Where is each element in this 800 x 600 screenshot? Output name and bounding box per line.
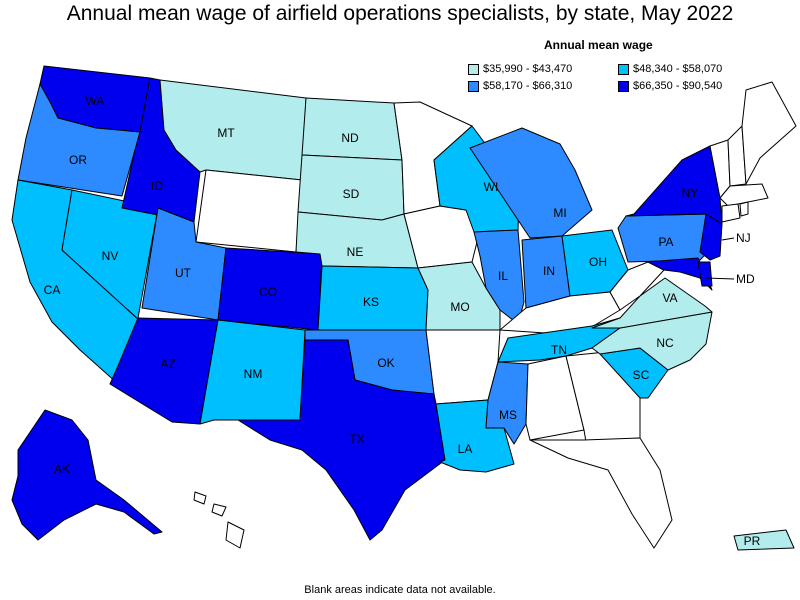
state-label-nm: NM <box>244 367 263 381</box>
state-fl <box>529 437 673 549</box>
state-label-pr: PR <box>744 534 761 548</box>
legend-label: $66,350 - $90,540 <box>633 80 723 92</box>
state-ms <box>485 361 529 445</box>
state-label-ak: AK <box>54 462 70 476</box>
state-ak <box>11 409 163 541</box>
state-nd <box>301 97 403 161</box>
state-label-ok: OK <box>377 356 394 370</box>
state-label-mi: MI <box>553 206 566 220</box>
state-mo <box>417 261 501 331</box>
state-ri <box>739 201 749 217</box>
legend-swatch <box>468 80 479 92</box>
state-label-co: CO <box>259 285 277 299</box>
legend-label: $48,340 - $58,070 <box>633 63 723 75</box>
state-label-ks: KS <box>363 295 379 309</box>
state-label-va: VA <box>662 291 677 305</box>
legend-item: $58,170 - $66,310 <box>468 80 618 92</box>
callout-line-md <box>705 277 735 280</box>
legend-swatch <box>618 63 629 75</box>
state-label-nc: NC <box>656 336 674 350</box>
state-label-az: AZ <box>160 357 175 371</box>
state-label-wa: WA <box>86 94 105 108</box>
state-label-nv: NV <box>102 249 119 263</box>
state-label-in: IN <box>543 264 555 278</box>
state-label-or: OR <box>69 153 87 167</box>
state-mi <box>469 127 593 239</box>
state-de <box>697 261 713 287</box>
legend-swatch <box>618 80 629 92</box>
state-label-sd: SD <box>343 187 360 201</box>
map-title: Annual mean wage of airfield operations … <box>66 2 734 25</box>
legend-label: $58,170 - $66,310 <box>483 80 573 92</box>
state-hi <box>193 491 245 549</box>
legend-title: Annual mean wage <box>544 38 653 52</box>
legend-item: $66,350 - $90,540 <box>618 80 768 92</box>
state-label-ut: UT <box>175 266 192 280</box>
state-nj <box>699 213 723 261</box>
state-label-sc: SC <box>633 368 650 382</box>
state-label-il: IL <box>498 269 508 283</box>
state-label-nd: ND <box>341 131 359 145</box>
legend-swatch <box>468 63 479 75</box>
callout-line-nj <box>721 237 735 241</box>
state-label-ca: CA <box>44 283 61 297</box>
state-label-pa: PA <box>658 235 673 249</box>
state-label-wi: WI <box>484 180 499 194</box>
state-ma <box>719 183 769 207</box>
legend-item: $35,990 - $43,470 <box>468 63 618 75</box>
state-label-nj: NJ <box>736 231 751 245</box>
legend: Annual mean wage $35,990 - $43,470 $48,3… <box>468 38 768 92</box>
state-label-id: ID <box>151 179 163 193</box>
state-label-ms: MS <box>499 408 517 422</box>
state-label-la: LA <box>458 442 473 456</box>
state-label-mt: MT <box>217 126 235 140</box>
legend-item: $48,340 - $58,070 <box>618 63 768 75</box>
state-ar <box>425 329 501 405</box>
legend-label: $35,990 - $43,470 <box>483 63 573 75</box>
state-label-ny: NY <box>682 186 699 200</box>
state-pr <box>733 529 795 551</box>
state-label-tn: TN <box>551 343 567 357</box>
state-label-mo: MO <box>450 300 469 314</box>
footnote: Blank areas indicate data not available. <box>304 584 496 596</box>
state-ny <box>625 145 723 225</box>
state-label-md: MD <box>736 272 755 286</box>
state-label-ne: NE <box>347 245 364 259</box>
state-tx <box>237 339 446 541</box>
state-me <box>741 81 797 185</box>
state-il <box>473 229 525 325</box>
state-wy <box>195 169 303 253</box>
state-label-oh: OH <box>589 255 607 269</box>
state-label-tx: TX <box>349 432 364 446</box>
state-al <box>525 355 585 441</box>
state-va <box>591 277 713 329</box>
state-ct <box>721 203 741 223</box>
